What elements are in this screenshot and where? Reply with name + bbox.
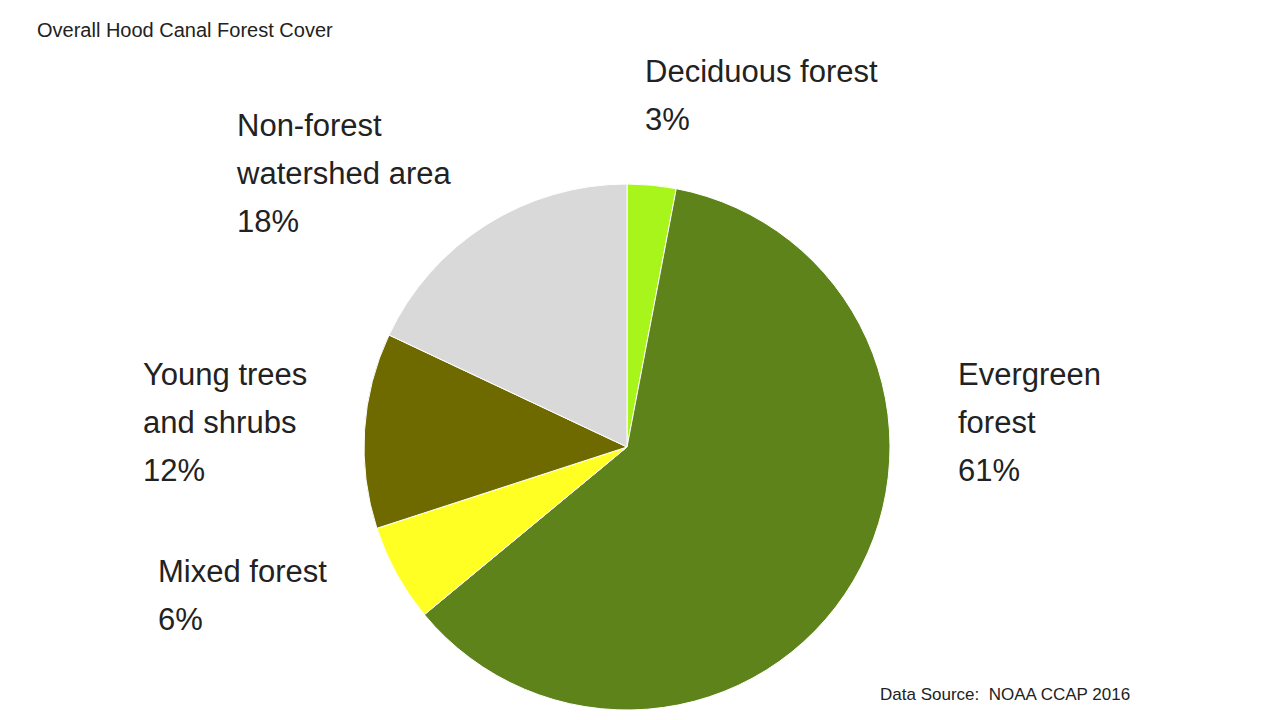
slice-label-line: Young trees <box>143 357 307 392</box>
slice-label: Non-forest watershed area <box>236 108 451 191</box>
slice-label: Evergreen forest <box>958 357 1101 440</box>
slice-label-line: Deciduous forest <box>645 54 878 89</box>
chart-svg: Overall Hood Canal Forest Cover Data Sour… <box>0 0 1280 720</box>
slice-label: Deciduous forest <box>645 54 878 89</box>
slice-value-label: 6% <box>158 602 203 637</box>
slice-label-line: Mixed forest <box>158 554 327 589</box>
slice-value-label: 3% <box>645 102 690 137</box>
slice-label-line: Evergreen <box>958 357 1101 392</box>
slice-label-line: and shrubs <box>143 405 296 440</box>
pie-group <box>364 184 890 710</box>
slice-value-label: 18% <box>237 204 299 239</box>
slice-label: Young trees and shrubs <box>143 357 307 440</box>
slice-value-label: 61% <box>958 453 1020 488</box>
slice-label: Mixed forest <box>158 554 327 589</box>
slice-label-line: Non-forest <box>237 108 382 143</box>
source-note: Data Source: NOAA CCAP 2016 <box>880 685 1130 704</box>
slice-label-line: forest <box>958 405 1036 440</box>
pie-slice <box>389 184 627 447</box>
slice-label-line: watershed area <box>236 156 451 191</box>
chart-title: Overall Hood Canal Forest Cover <box>37 19 333 41</box>
slice-value-label: 12% <box>143 453 205 488</box>
